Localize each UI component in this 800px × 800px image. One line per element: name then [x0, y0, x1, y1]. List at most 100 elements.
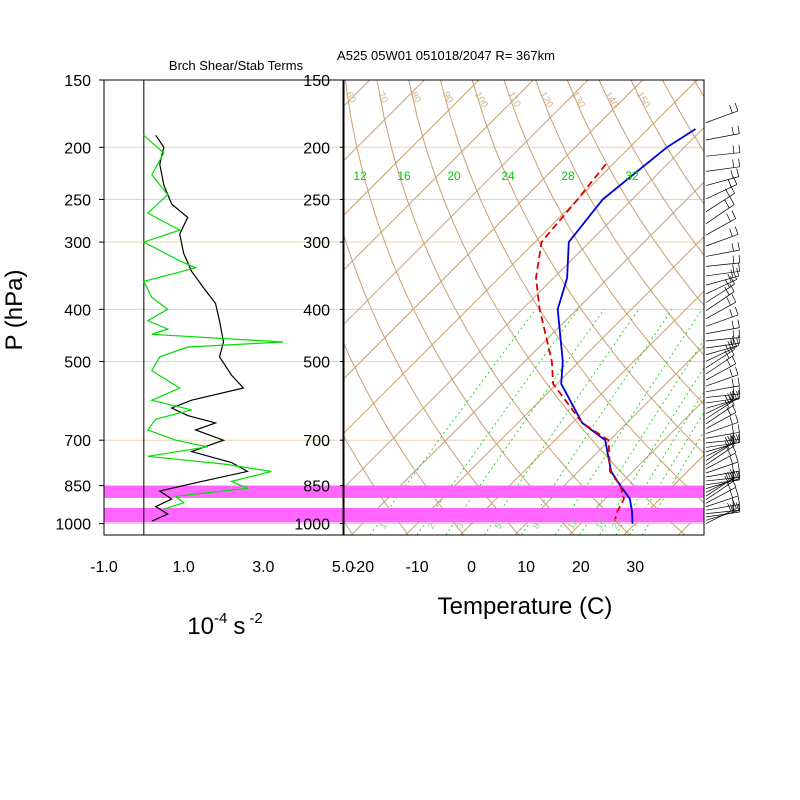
- isotherm-line: [344, 80, 534, 271]
- wind-barb-staff: [705, 511, 740, 518]
- isotherm-line: [344, 80, 643, 380]
- wind-barb-flag: [729, 308, 733, 318]
- wind-barb-flag: [724, 286, 730, 296]
- wind-barb-flag: [737, 242, 740, 251]
- dry-adiabat-line: [758, 80, 800, 535]
- mixing-ratio-label: 16: [397, 169, 411, 183]
- right-x-tick-label: 10: [517, 559, 535, 576]
- wind-barb-flag: [727, 341, 732, 350]
- wind-barb-flag: [737, 424, 740, 433]
- wind-barb-flag: [738, 254, 741, 263]
- wind-barb-flag: [738, 503, 740, 513]
- right-y-tick-label: 250: [303, 192, 330, 209]
- left-x-tick-label: -1.0: [90, 559, 118, 576]
- dry-adiabat-line: [439, 80, 704, 504]
- shear-stability-panel: Brch Shear/Stab Terms 150 200 250 300 400 500…: [1, 58, 354, 640]
- wind-barb-flag: [726, 481, 732, 491]
- wind-barb-flag: [729, 228, 733, 237]
- wind-barb-flag: [729, 392, 735, 401]
- wind-barb-flag: [735, 487, 739, 497]
- wind-barb-flag: [727, 471, 732, 481]
- isotherm-line: [344, 80, 480, 216]
- wind-barb-flag: [732, 433, 737, 442]
- mixing-ratio-line: [369, 309, 537, 535]
- moist-adiabat-label: 8: [531, 521, 542, 530]
- wind-barb-flag: [738, 434, 740, 443]
- mixing-ratio-line: [445, 309, 605, 535]
- wind-barb-flag: [726, 407, 731, 416]
- wind-barb-flag: [724, 399, 730, 409]
- wind-barb-flag: [724, 472, 730, 481]
- wind-barb-staff: [705, 193, 735, 212]
- y-axis-label: P (hPa): [1, 270, 28, 351]
- wind-barb-staff: [705, 445, 735, 466]
- wind-barb-flag: [727, 393, 732, 402]
- wind-barb-flag: [729, 104, 733, 114]
- wind-barb-flag: [731, 378, 734, 387]
- right-y-tick-label: 1000: [294, 517, 330, 534]
- wind-barb-flag: [724, 437, 730, 446]
- wind-barb-flag: [731, 210, 737, 219]
- wind-barb-staff: [705, 184, 737, 200]
- left-y-tick-label: 700: [64, 433, 91, 450]
- dry-adiabat-line: [408, 80, 686, 535]
- left-highlight-band: [104, 485, 343, 498]
- wind-barb-flag: [729, 437, 735, 446]
- wind-barb-flag: [730, 170, 734, 179]
- wind-barb-flag: [732, 338, 738, 347]
- wind-barb-flag: [730, 269, 734, 278]
- left-x-tick-label: 3.0: [252, 559, 274, 576]
- wind-barb-flag: [724, 350, 730, 359]
- dry-adiabat-line: [344, 233, 520, 535]
- isotherm-line: [344, 80, 425, 162]
- wind-barb-flag: [724, 199, 730, 209]
- left-y-tick-label: 150: [64, 73, 91, 90]
- wind-barb-staff: [705, 346, 737, 362]
- wind-barb-flag: [730, 275, 735, 285]
- left-x-axis-label-exp1: -4: [214, 610, 227, 627]
- mixing-ratio-line: [641, 430, 704, 535]
- right-x-tick-label: 20: [572, 559, 590, 576]
- dry-adiabat-line: [598, 80, 704, 256]
- wind-barb-flag: [732, 264, 735, 273]
- dry-adiabat-line: [630, 80, 704, 205]
- left-y-tick-label: 850: [64, 479, 91, 496]
- isotherm-line: [350, 181, 704, 535]
- wind-barb-flag: [738, 385, 741, 395]
- wind-barb-flag: [729, 346, 735, 356]
- left-y-tick-label: 300: [64, 235, 91, 252]
- wind-barb-flag: [738, 469, 741, 478]
- wind-barb-flag: [729, 489, 733, 498]
- wind-barb-flag: [731, 444, 737, 453]
- left-x-axis-label-unit: s: [233, 613, 245, 640]
- wind-barb-flag: [738, 471, 740, 480]
- wind-barb-flag: [731, 126, 734, 135]
- wind-barb-staff: [705, 133, 740, 141]
- dry-adiabat-label: 120: [537, 90, 555, 110]
- wind-barb-flag: [729, 368, 733, 377]
- right-y-tick-label: 500: [303, 355, 330, 372]
- left-series-line-1: [151, 134, 250, 522]
- figure-title: A525 05W01 051018/2047 R= 367km: [337, 48, 555, 63]
- wind-barb-flag: [736, 390, 740, 400]
- left-plot-frame: [103, 79, 344, 536]
- mixing-ratio-labels: 12 16 20 24 28 32: [353, 169, 639, 183]
- right-x-tick-label: -20: [351, 559, 374, 576]
- moist-adiabat-label: 1: [378, 521, 389, 530]
- left-y-tick-label: 200: [64, 140, 91, 157]
- dry-adiabat-line: [726, 80, 800, 535]
- wind-barb-flag: [732, 386, 735, 395]
- dry-adiabat-line: [566, 80, 704, 307]
- wind-barbs: [705, 102, 741, 524]
- wind-barb-flag: [726, 447, 731, 456]
- wind-barb-staff: [705, 363, 736, 381]
- temperature-profile-line: [556, 128, 696, 524]
- wind-barb-flag: [732, 390, 737, 399]
- isotherm-line: [344, 80, 589, 325]
- left-y-tick-label: 250: [64, 192, 91, 209]
- wind-barb-flag: [733, 176, 738, 185]
- wind-barb-flag: [729, 283, 735, 292]
- left-y-tick-label: 1000: [55, 517, 91, 534]
- isotherm-line: [0, 80, 261, 535]
- wind-barb-flag: [732, 504, 735, 513]
